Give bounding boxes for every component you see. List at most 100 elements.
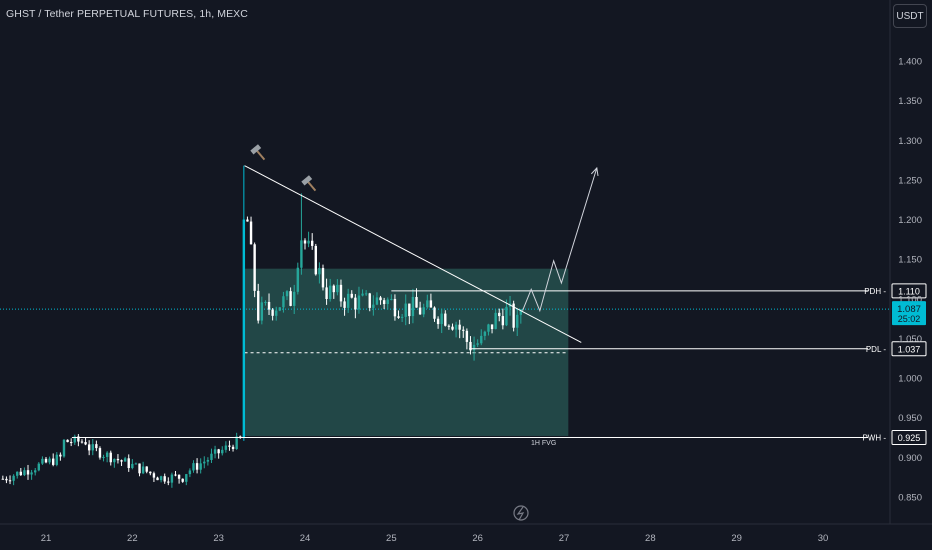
candle-body (120, 460, 123, 462)
candle-body (300, 240, 303, 268)
candle-body (451, 326, 454, 330)
candle-body (293, 291, 296, 306)
candle-body (382, 300, 386, 305)
y-tick-label: 1.200 (898, 215, 922, 226)
candle-body (59, 454, 62, 457)
lightning-icon-bolt (516, 506, 525, 521)
level-price-pdl: 1.037 (898, 344, 921, 354)
candle-body (408, 303, 411, 317)
candle-body (422, 307, 425, 315)
candle-body (257, 290, 260, 321)
candle-body (213, 449, 217, 454)
candle-body (512, 303, 515, 328)
candle-body (444, 313, 447, 326)
candle-body (48, 458, 51, 463)
y-tick-label: 0.850 (898, 493, 922, 504)
current-price-badge (892, 301, 926, 326)
candle-body (296, 267, 300, 292)
candle-body (1, 478, 5, 480)
x-tick-label: 29 (731, 533, 742, 544)
candle-body (170, 474, 174, 483)
candle-body (235, 436, 238, 449)
y-tick-label: 0.900 (898, 453, 922, 464)
candle-body (397, 316, 400, 318)
candle-body (80, 441, 84, 443)
candle-body (364, 293, 368, 295)
candle-body (134, 463, 138, 465)
candle-body (91, 444, 94, 451)
candle-body (325, 287, 328, 299)
hammer-icon (301, 175, 317, 192)
candle-body (303, 240, 307, 244)
candle-body (185, 474, 188, 482)
candle-body (167, 481, 170, 483)
candle-body (318, 267, 321, 275)
y-tick-label: 1.400 (898, 57, 922, 68)
candle-body (440, 313, 443, 325)
y-tick-label: 1.000 (898, 374, 922, 385)
candle-body (23, 470, 26, 476)
candle-body (195, 463, 199, 470)
candle-body (221, 449, 224, 454)
candle-body (271, 309, 274, 316)
candle-body (228, 445, 231, 447)
candle-body (188, 470, 192, 475)
candle-body (415, 296, 418, 308)
descending-trendline (244, 165, 582, 343)
candle-body (149, 471, 152, 474)
candle-body (519, 309, 523, 315)
x-tick-label: 28 (645, 533, 656, 544)
x-tick-label: 27 (559, 533, 570, 544)
level-price-box-pdl (891, 341, 927, 357)
candle-body (480, 335, 483, 344)
candle-body (429, 300, 433, 308)
candle-body (275, 310, 278, 316)
candle-body (62, 439, 66, 457)
candle-body (418, 307, 422, 315)
candle-body (8, 480, 12, 482)
candle-body (411, 296, 415, 317)
level-label-pdh: PDH - (864, 287, 886, 296)
candle-body (102, 456, 105, 458)
candle-body (487, 324, 490, 332)
candle-body (314, 245, 317, 275)
candle-body (105, 452, 109, 457)
candle-body (192, 463, 195, 471)
x-tick-label: 26 (472, 533, 483, 544)
y-tick-label: 1.150 (898, 255, 922, 266)
candle-body (231, 446, 235, 449)
candle-body (454, 324, 458, 330)
candle-body (203, 461, 206, 464)
candle-body (498, 312, 501, 317)
candle-body (505, 306, 508, 326)
candle-body (12, 475, 15, 481)
candle-body (476, 343, 479, 345)
candle-body (465, 330, 469, 342)
candle-body (249, 221, 253, 245)
candle-body (44, 458, 48, 463)
current-price-value: 1.087 (897, 304, 921, 315)
candle-body (51, 458, 55, 465)
candles-group (1, 165, 523, 488)
candle-body (400, 316, 404, 318)
candle-body (174, 474, 177, 476)
level-price-box-pdh (891, 283, 927, 299)
candle-body (368, 293, 371, 308)
level-price-pdh: 1.110 (898, 286, 920, 296)
candle-body (346, 293, 350, 308)
candle-body (163, 476, 166, 482)
candle-body (267, 301, 271, 310)
y-tick-label: 1.050 (898, 334, 922, 345)
candle-body (393, 298, 397, 317)
y-tick-label: 1.100 (898, 294, 922, 305)
currency-button[interactable]: USDT (893, 4, 927, 28)
candle-body (98, 448, 102, 458)
candle-body (30, 472, 33, 475)
candle-body (260, 302, 264, 321)
candle-body (37, 463, 41, 471)
projection-arrowhead (590, 166, 599, 177)
candle-body (310, 240, 314, 246)
candle-body (379, 297, 382, 301)
candle-body (242, 219, 246, 438)
